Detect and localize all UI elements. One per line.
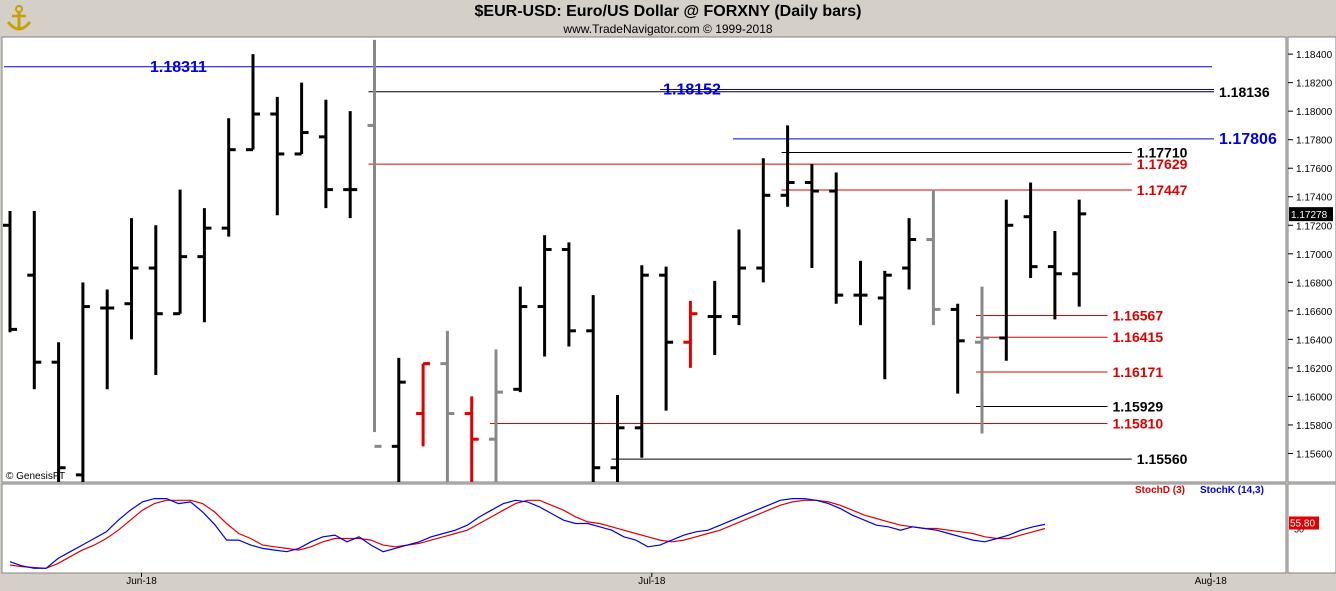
price-tick-label: 1.18000 [1296,107,1333,118]
price-axis-panel [1287,36,1336,483]
price-tick-label: 1.15600 [1296,449,1333,460]
stoch-k-line [9,498,1046,569]
level-label: 1.17447 [1137,182,1188,198]
last-price-label: 1.17278 [1291,210,1328,221]
price-tick-label: 1.17800 [1296,136,1333,147]
price-tick-label: 1.15800 [1296,421,1333,432]
chart-subtitle: www.TradeNavigator.com © 1999-2018 [563,22,773,36]
stochastic-panel [1,483,1287,574]
level-label: 1.18311 [150,59,207,76]
level-label: 1.17710 [1137,145,1188,161]
stoch-d-legend: StochD (3) [1135,485,1185,496]
price-tick-label: 1.16600 [1296,307,1333,318]
price-tick-label: 1.18400 [1296,50,1333,61]
price-tick-label: 1.17600 [1296,164,1333,175]
x-tick-label: Aug-18 [1195,576,1228,587]
stoch-value-label: 55.80 [1290,519,1315,530]
price-tick-label: 1.16200 [1296,364,1333,375]
price-tick-label: 1.16800 [1296,278,1333,289]
stoch-d-line [9,499,1046,569]
price-tick-label: 1.18200 [1296,79,1333,90]
level-label: 1.18136 [1219,84,1270,100]
price-tick-label: 1.17400 [1296,193,1333,204]
chart-title: $EUR-USD: Euro/US Dollar @ FORXNY (Daily… [474,3,862,20]
level-label: 1.15929 [1113,399,1164,415]
price-tick-label: 1.16000 [1296,392,1333,403]
x-tick-label: Jul-18 [638,576,666,587]
chart-header: $EUR-USD: Euro/US Dollar @ FORXNY (Daily… [0,0,1336,37]
stoch-k-legend: StochK (14,3) [1200,485,1264,496]
price-panel [1,36,1287,483]
level-label: 1.16415 [1113,329,1164,345]
level-label: 1.17629 [1137,156,1188,172]
last-price-badge [1289,207,1333,222]
level-label: 1.15560 [1137,451,1188,467]
copyright-label: © GenesisFT [6,471,65,482]
level-label: 1.15810 [1113,416,1164,432]
level-label: 1.16171 [1113,364,1164,380]
price-tick-label: 1.17200 [1296,221,1333,232]
x-tick-label: Jun-18 [126,576,157,587]
level-label: 1.18152 [663,81,721,98]
level-label: 1.16567 [1113,308,1164,324]
anchor-logo-icon [6,5,32,31]
stoch-value-badge [1289,516,1319,530]
price-tick-label: 1.17000 [1296,250,1333,261]
price-tick-label: 1.16400 [1296,335,1333,346]
level-label: 1.17806 [1219,131,1277,148]
